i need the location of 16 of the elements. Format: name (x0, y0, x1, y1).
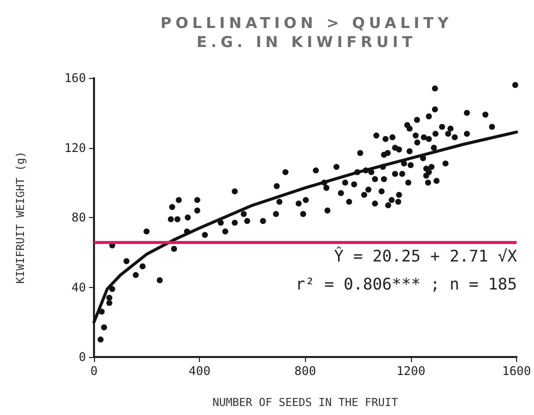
x-tick-label: 1600 (502, 364, 532, 378)
x-tick-label: 0 (90, 364, 98, 378)
y-axis-title: KIWIFRUIT WEIGHT (g) (14, 151, 27, 284)
y-tick-label: 120 (64, 140, 86, 155)
y-tick-label: 0 (78, 350, 86, 364)
chart-title: POLLINATION > QUALITY E.G. IN KIWIFRUIT (160, 14, 454, 52)
line-series (92, 130, 518, 324)
y-tick-label: 40 (72, 280, 86, 294)
annotation: Ŷ = 20.25 + 2.71 √X (334, 246, 518, 266)
x-tick-label: 800 (294, 364, 316, 378)
y-tick-label: 160 (64, 71, 86, 85)
x-tick-label: 1200 (396, 364, 426, 378)
y-tick-label: 80 (72, 210, 86, 224)
annotation: r² = 0.806*** ; n = 185 (295, 274, 518, 294)
x-tick-label: 400 (188, 364, 210, 378)
x-axis-title: NUMBER OF SEEDS IN THE FRUIT (212, 396, 398, 409)
